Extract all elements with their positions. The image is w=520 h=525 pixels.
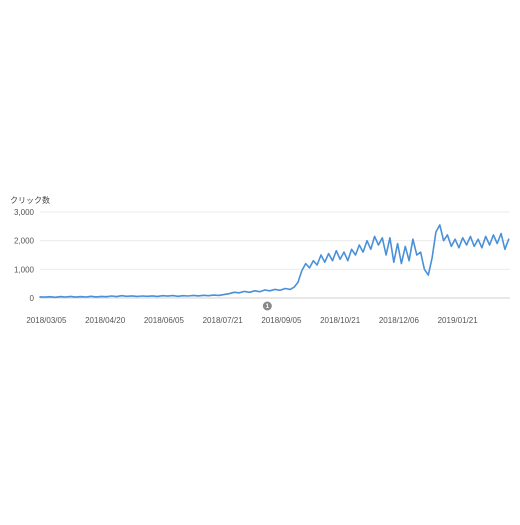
x-tick-label: 2018/04/20 (85, 316, 126, 325)
y-axis-label: クリック数 (10, 195, 50, 205)
x-tick-label: 2018/10/21 (320, 316, 361, 325)
y-axis-ticks: 0 1,000 2,000 3,000 (14, 208, 35, 303)
x-tick-label: 2018/12/06 (379, 316, 420, 325)
series-line-clicks (39, 224, 510, 299)
y-tick-label: 0 (30, 294, 35, 303)
x-tick-label: 2018/06/05 (144, 316, 185, 325)
x-tick-label: 2019/01/21 (438, 316, 479, 325)
y-tick-label: 3,000 (14, 208, 35, 217)
series-layer (39, 224, 510, 299)
y-tick-label: 1,000 (14, 265, 35, 274)
annotation-layer: 1 (262, 301, 272, 311)
annotation-marker-label: 1 (266, 304, 270, 310)
annotation-marker-circle[interactable] (262, 301, 272, 311)
grid-lines (40, 211, 510, 299)
annotation-marker[interactable]: 1 (262, 301, 272, 311)
x-tick-label: 2018/09/05 (261, 316, 302, 325)
x-axis-ticks: 2018/03/05 2018/04/20 2018/06/05 2018/07/21… (26, 316, 478, 325)
y-tick-label: 2,000 (14, 237, 35, 246)
x-tick-label: 2018/03/05 (26, 316, 67, 325)
x-tick-label: 2018/07/21 (203, 316, 244, 325)
